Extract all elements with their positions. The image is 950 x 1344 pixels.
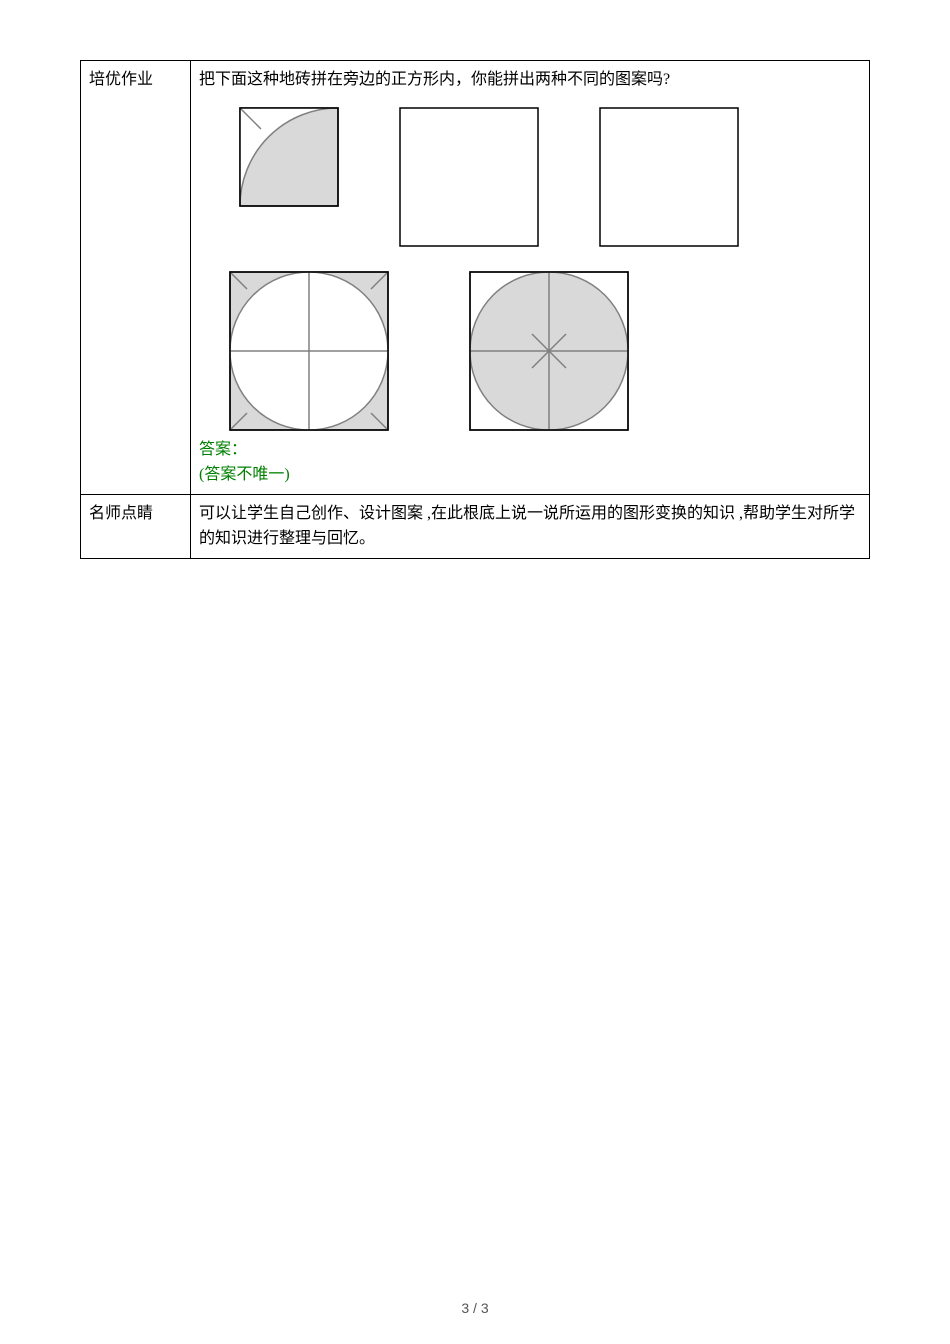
answer-prefix: 答案： <box>199 437 861 463</box>
answer-figures-row <box>229 271 861 431</box>
answer-note: (答案不唯一) <box>199 462 861 488</box>
row2-label-cell: 名师点睛 <box>81 494 191 558</box>
row2-label: 名师点睛 <box>89 505 153 522</box>
row1-label: 培优作业 <box>89 71 153 88</box>
answer-block-1 <box>229 271 389 431</box>
row2-text: 可以让学生自己创作、设计图案 ,在此根底上说一说所运用的图形变换的知识 ,帮助学… <box>199 505 855 548</box>
row1-question: 把下面这种地砖拼在旁边的正方形内，你能拼出两种不同的图案吗? <box>199 67 861 93</box>
main-table: 培优作业 把下面这种地砖拼在旁边的正方形内，你能拼出两种不同的图案吗? <box>80 60 870 559</box>
answer-pattern-diamond <box>469 271 629 431</box>
question-figures-row <box>239 107 861 247</box>
row2-content-cell: 可以让学生自己创作、设计图案 ,在此根底上说一说所运用的图形变换的知识 ,帮助学… <box>191 494 870 558</box>
row1-content-cell: 把下面这种地砖拼在旁边的正方形内，你能拼出两种不同的图案吗? <box>191 61 870 495</box>
table-row: 培优作业 把下面这种地砖拼在旁边的正方形内，你能拼出两种不同的图案吗? <box>81 61 870 495</box>
answer-pattern-circle <box>229 271 389 431</box>
tile-figure <box>239 107 339 207</box>
answer-block-2 <box>469 271 629 431</box>
page-number: 3 / 3 <box>0 1300 950 1316</box>
blank-square-2 <box>599 107 739 247</box>
row1-label-cell: 培优作业 <box>81 61 191 495</box>
document-page: 培优作业 把下面这种地砖拼在旁边的正方形内，你能拼出两种不同的图案吗? <box>0 0 950 1344</box>
blank-square-1 <box>399 107 539 247</box>
table-row: 名师点睛 可以让学生自己创作、设计图案 ,在此根底上说一说所运用的图形变换的知识… <box>81 494 870 558</box>
